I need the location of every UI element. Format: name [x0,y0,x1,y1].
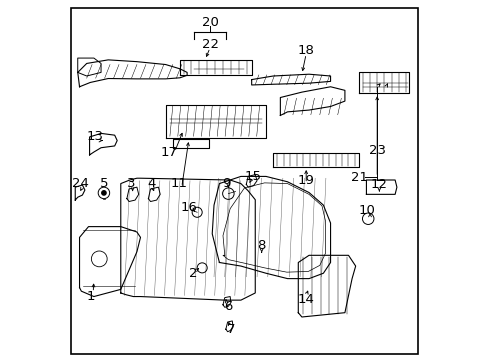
Text: 13: 13 [86,130,103,144]
Text: 18: 18 [297,44,314,57]
Polygon shape [80,226,140,297]
Polygon shape [251,74,330,85]
Polygon shape [126,187,139,202]
Polygon shape [165,105,265,138]
Polygon shape [212,176,330,279]
Polygon shape [223,297,230,307]
Polygon shape [75,185,85,200]
Text: 7: 7 [227,323,235,336]
Polygon shape [280,87,344,116]
Text: 9: 9 [222,177,230,190]
Text: 17: 17 [161,145,177,158]
Text: 22: 22 [201,38,218,51]
Text: 23: 23 [368,144,385,157]
Text: 6: 6 [224,300,232,313]
Text: 15: 15 [244,170,261,183]
Polygon shape [273,153,359,167]
Text: 10: 10 [358,204,375,217]
Text: 12: 12 [370,178,387,191]
Text: 21: 21 [350,171,367,184]
Polygon shape [78,58,101,76]
Polygon shape [366,180,396,194]
Text: 20: 20 [201,16,218,29]
Polygon shape [148,187,160,202]
Polygon shape [298,255,355,317]
Text: 14: 14 [297,293,314,306]
Text: 19: 19 [297,174,314,186]
Polygon shape [121,178,255,300]
Polygon shape [246,175,257,187]
Text: 11: 11 [170,177,187,190]
Text: 5: 5 [100,177,108,190]
Text: 1: 1 [86,290,95,303]
Text: 24: 24 [72,177,88,190]
Text: 16: 16 [181,201,197,214]
Polygon shape [172,139,208,148]
Text: 2: 2 [189,267,198,280]
Polygon shape [89,134,117,155]
Text: 3: 3 [127,177,136,190]
Text: 4: 4 [147,177,155,190]
Circle shape [102,191,106,195]
Polygon shape [78,60,187,87]
Text: 8: 8 [257,239,265,252]
Polygon shape [180,60,251,75]
Polygon shape [225,321,233,332]
Polygon shape [359,72,408,93]
